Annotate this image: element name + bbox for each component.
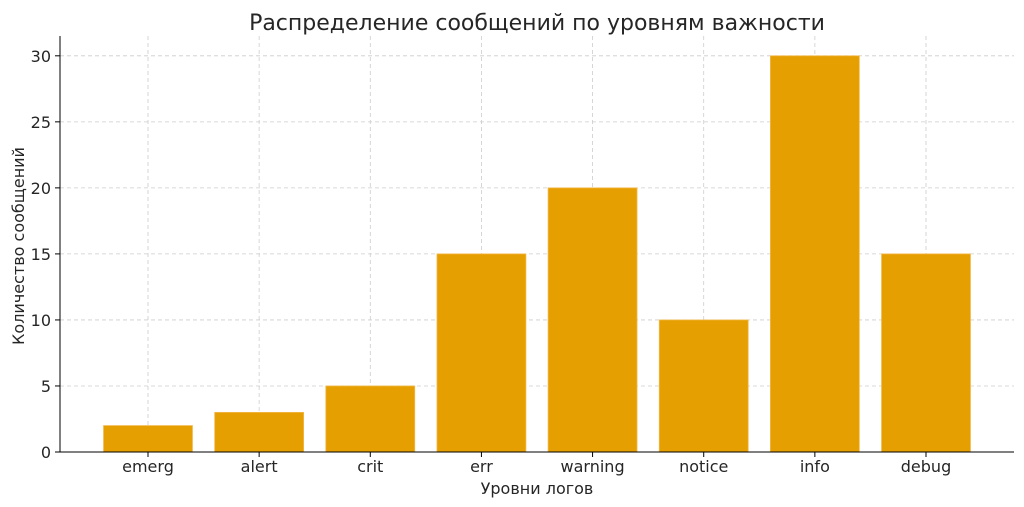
y-tick-label: 5: [41, 377, 51, 396]
chart-title: Распределение сообщений по уровням важно…: [249, 11, 825, 36]
bar-debug: [881, 253, 971, 453]
x-tick-label-warning: warning: [561, 457, 625, 476]
bar-warning: [547, 187, 638, 453]
y-tick-label: 10: [31, 311, 51, 330]
y-tick-label: 30: [31, 47, 51, 66]
grid-layer: [60, 36, 1014, 452]
y-axis-title: Количество сообщений: [9, 147, 28, 345]
bar-alert: [214, 411, 304, 453]
axes-layer: [55, 36, 1014, 457]
bar-notice: [658, 319, 749, 453]
x-tick-labels: emerg alert crit err warning notice info debug: [122, 457, 951, 476]
y-tick-label: 15: [31, 245, 51, 264]
y-tick-label: 20: [31, 179, 51, 198]
y-tick-labels: 0 5 10 15 20 25 30: [31, 47, 51, 462]
bar-err: [436, 253, 527, 453]
x-tick-label-notice: notice: [679, 457, 728, 476]
bars-layer: [103, 55, 971, 453]
x-tick-label-debug: debug: [901, 457, 951, 476]
x-tick-label-crit: crit: [357, 457, 383, 476]
y-tick-label: 25: [31, 113, 51, 132]
y-tick-label: 0: [41, 443, 51, 462]
bar-info: [770, 55, 860, 453]
x-tick-label-emerg: emerg: [122, 457, 174, 476]
x-tick-label-err: err: [470, 457, 493, 476]
x-tick-label-alert: alert: [241, 457, 278, 476]
bar-emerg: [103, 425, 193, 453]
x-tick-label-info: info: [800, 457, 830, 476]
bar-crit: [325, 385, 416, 453]
x-axis-title: Уровни логов: [481, 479, 594, 498]
